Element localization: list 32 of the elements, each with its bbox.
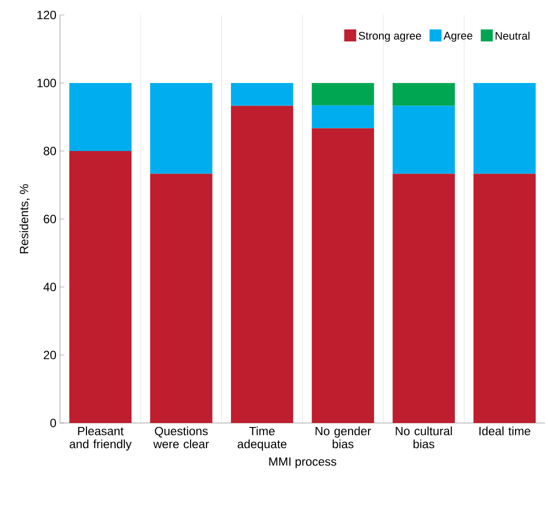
bar bbox=[312, 82, 374, 106]
bar bbox=[312, 128, 374, 423]
bar bbox=[312, 105, 374, 128]
legend-label: Neutral bbox=[496, 32, 530, 40]
x-tick-label: Time adequate bbox=[238, 426, 286, 451]
y-tick-label: 100 bbox=[37, 78, 56, 88]
y-axis-title: Residents, % bbox=[20, 184, 30, 254]
x-tick-label: No cultural bias bbox=[396, 426, 452, 448]
y-tick-label: 80 bbox=[44, 146, 56, 156]
bar bbox=[69, 150, 132, 423]
bar bbox=[69, 82, 132, 151]
bar bbox=[150, 174, 212, 423]
x-axis-title: MMI process bbox=[269, 457, 336, 468]
y-tick-label: 40 bbox=[43, 282, 56, 292]
bar bbox=[473, 174, 536, 423]
bar bbox=[230, 106, 294, 423]
bar bbox=[392, 106, 455, 174]
y-tick-label: 20 bbox=[44, 350, 56, 360]
y-tick-label: 60 bbox=[44, 214, 56, 224]
legend-label: Strong agree bbox=[358, 32, 422, 42]
x-tick-label: Ideal time bbox=[479, 426, 530, 436]
y-tick-label: 0 bbox=[50, 418, 56, 428]
bar bbox=[392, 82, 455, 106]
y-tick-label: 120 bbox=[37, 10, 56, 20]
bar bbox=[392, 174, 455, 423]
x-tick-label: Pleasant and friendly bbox=[70, 426, 132, 451]
x-tick-label: No gender bias bbox=[316, 426, 371, 448]
bar bbox=[473, 82, 536, 174]
bar bbox=[230, 82, 294, 106]
legend-label: Agree bbox=[444, 32, 472, 42]
bar bbox=[150, 82, 212, 174]
x-tick-label: Questions were clear bbox=[153, 426, 209, 448]
